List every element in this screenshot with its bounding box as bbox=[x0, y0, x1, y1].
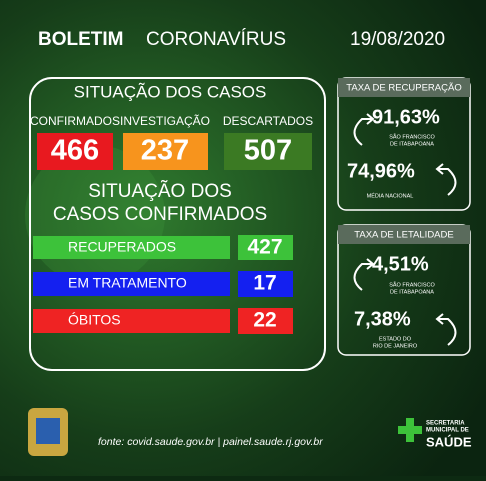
header-date: 19/08/2020 bbox=[350, 29, 445, 50]
rate-value: 7,38% bbox=[354, 308, 411, 330]
confirmed-title: CASOS CONFIRMADOS bbox=[53, 204, 267, 225]
recovery-title: TAXA DE RECUPERAÇÃO bbox=[346, 83, 461, 94]
case-label: CONFIRMADOS bbox=[30, 114, 120, 128]
row-bar bbox=[33, 236, 230, 259]
case-box bbox=[37, 133, 113, 170]
row-value: 17 bbox=[253, 272, 276, 295]
logo-text: MUNICIPAL DE bbox=[426, 428, 469, 434]
case-label: DESCARTADOS bbox=[223, 114, 313, 128]
logo-text: SECRETARIA bbox=[426, 421, 465, 427]
row-value-box bbox=[238, 235, 293, 260]
row-value-box bbox=[238, 308, 293, 334]
case-value: 507 bbox=[244, 135, 292, 167]
rate-note: RIO DE JANEIRO bbox=[373, 343, 418, 349]
confirmed-title: SITUAÇÃO DOS bbox=[88, 180, 232, 202]
case-box bbox=[224, 133, 312, 170]
arrow-icon bbox=[353, 258, 375, 291]
case-label: INVESTIGAÇÃO bbox=[120, 114, 210, 128]
cases-title: SITUAÇÃO DOS CASOS bbox=[74, 82, 267, 101]
header-title: BOLETIM bbox=[38, 29, 124, 50]
lethality-title-bar bbox=[338, 225, 470, 244]
health-cross bbox=[398, 418, 422, 442]
row-value: 22 bbox=[253, 309, 276, 332]
case-value: 237 bbox=[141, 135, 189, 167]
rate-value: 74,96% bbox=[347, 160, 415, 182]
row-value: 427 bbox=[247, 236, 282, 259]
recovery-title-bar bbox=[338, 78, 470, 97]
rate-value: 91,63% bbox=[372, 106, 440, 128]
rate-note: MÉDIA NACIONAL bbox=[367, 192, 414, 199]
main-frame bbox=[29, 77, 326, 371]
lethality-title: TAXA DE LETALIDADE bbox=[354, 230, 453, 241]
row-label: EM TRATAMENTO bbox=[68, 275, 187, 291]
rate-note: DE ITABAPOANA bbox=[390, 141, 434, 147]
footer-source: fonte: covid.saude.gov.br | painel.saude… bbox=[98, 436, 323, 448]
row-value-box bbox=[238, 271, 293, 297]
row-label: ÓBITOS bbox=[68, 312, 121, 328]
case-box bbox=[123, 133, 208, 170]
row-bar bbox=[33, 309, 230, 333]
case-value: 466 bbox=[51, 135, 99, 167]
rate-note: SÃO FRANCISCO bbox=[389, 133, 435, 140]
rate-note: DE ITABAPOANA bbox=[390, 289, 434, 295]
arrow-icon bbox=[435, 313, 457, 346]
arrow-icon bbox=[353, 113, 375, 146]
rate-value: 4,51% bbox=[372, 253, 429, 275]
row-bar bbox=[33, 272, 230, 296]
header-subtitle: CORONAVÍRUS bbox=[146, 29, 286, 50]
rate-note: SÃO FRANCISCO bbox=[389, 281, 435, 288]
rate-note: ESTADO DO bbox=[379, 336, 412, 342]
city-crest bbox=[36, 418, 60, 444]
logo-text: SAÚDE bbox=[426, 434, 472, 449]
row-label: RECUPERADOS bbox=[68, 239, 176, 255]
arrow-icon bbox=[435, 163, 457, 196]
